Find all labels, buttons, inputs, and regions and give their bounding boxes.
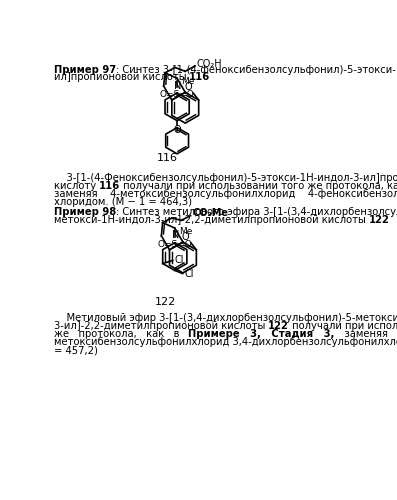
Text: кислоту: кислоту — [54, 182, 99, 192]
Text: заменяя    4-метоксибензолсульфонилхлорид    4-феноксибензолсульфонил-: заменяя 4-метоксибензолсульфонилхлорид 4… — [54, 190, 397, 200]
Text: : Синтез 3-[1-(4-феноксибензолсульфонил)-5-этокси-1Н-индол-3-: : Синтез 3-[1-(4-феноксибензолсульфонил)… — [116, 64, 397, 74]
Text: получали при использовании того: получали при использовании того — [289, 321, 397, 331]
Text: Cl: Cl — [184, 270, 194, 280]
Text: 122: 122 — [368, 215, 389, 225]
Text: CO₂Me: CO₂Me — [192, 208, 228, 218]
Text: 3-[1-(4-Феноксибензолсульфонил)-5-этокси-1Н-индол-3-ил]пропионовую: 3-[1-(4-Феноксибензолсульфонил)-5-этокси… — [54, 173, 397, 183]
Text: 116: 116 — [157, 153, 178, 163]
Text: получали при использовании того же протокола, как в: получали при использовании того же прото… — [120, 182, 397, 192]
Text: Пример 98: Пример 98 — [54, 207, 116, 217]
Text: O: O — [173, 126, 181, 136]
Text: 122: 122 — [155, 297, 177, 307]
Text: Cl: Cl — [174, 254, 184, 264]
Text: Me: Me — [179, 227, 192, 236]
Text: N: N — [174, 80, 181, 90]
Text: Примере   3,   Стадия   3,: Примере 3, Стадия 3, — [188, 329, 335, 339]
Text: O=S=O: O=S=O — [158, 240, 192, 248]
Text: 3-ил]-2,2-диметилпропионовой кислоты: 3-ил]-2,2-диметилпропионовой кислоты — [54, 321, 268, 331]
Text: 116: 116 — [99, 182, 120, 192]
Text: Пример 97: Пример 97 — [54, 64, 116, 74]
Text: O=S=O: O=S=O — [160, 90, 195, 99]
Text: же   протокола,   как   в: же протокола, как в — [54, 329, 188, 339]
Text: ил]пропионовой кислоты: ил]пропионовой кислоты — [54, 72, 189, 83]
Text: O: O — [184, 82, 192, 92]
Text: хлоридом. (М − 1 = 464,3): хлоридом. (М − 1 = 464,3) — [54, 198, 191, 207]
Text: заменяя   4-: заменяя 4- — [335, 329, 397, 339]
Text: : Синтез метилового эфира 3-[1-(3,4-дихлорбензолсульфонил)-5-: : Синтез метилового эфира 3-[1-(3,4-дихл… — [116, 207, 397, 217]
Text: метоксибензолсульфонилхлорид 3,4-дихлорбензолсульфонилхлоридом. (М + 1: метоксибензолсульфонилхлорид 3,4-дихлорб… — [54, 337, 397, 347]
Text: = 457,2): = 457,2) — [54, 346, 97, 356]
Text: 116: 116 — [189, 72, 210, 83]
Text: метокси-1Н-индол-3-ил]-2,2-диметилпропионовой кислоты: метокси-1Н-индол-3-ил]-2,2-диметилпропио… — [54, 215, 368, 225]
Text: O: O — [182, 232, 189, 242]
Text: N: N — [172, 230, 179, 240]
Text: Метиловый эфир 3-[1-(3,4-дихлорбензолсульфонил)-5-метокси-1Н-индол-: Метиловый эфир 3-[1-(3,4-дихлорбензолсул… — [54, 313, 397, 323]
Text: 122: 122 — [268, 321, 289, 331]
Text: CO₂H: CO₂H — [197, 58, 222, 68]
Text: Me: Me — [181, 77, 195, 86]
